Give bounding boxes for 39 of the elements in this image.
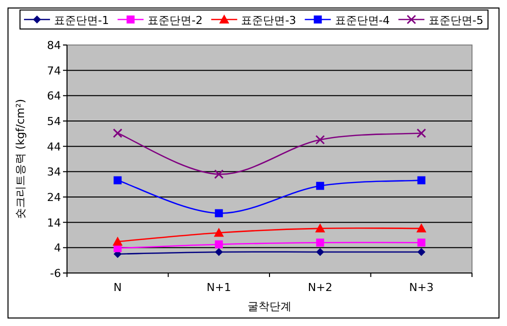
y-tick-label: 14 [47, 216, 61, 230]
legend-label: 표준단면-1 [54, 14, 109, 27]
point [315, 223, 326, 232]
point [112, 128, 122, 138]
point [316, 182, 324, 190]
point [316, 248, 324, 256]
y-tick-label: 54 [47, 115, 61, 128]
y-tick-label: 74 [47, 64, 61, 78]
point [214, 228, 224, 237]
point [315, 134, 325, 144]
y-tick-label: -6 [50, 267, 61, 280]
y-axis-title: 숏크리트응력 (kgf/cm²) [14, 98, 27, 220]
point [417, 176, 426, 184]
point [214, 248, 223, 256]
point [417, 248, 426, 256]
y-tick-label: 64 [47, 90, 61, 103]
x-axis-title: 굴착단계 [248, 300, 292, 313]
legend-label: 표준단면-4 [334, 14, 390, 27]
point [416, 223, 426, 232]
point [316, 238, 324, 247]
x-tick-label: N+3 [409, 281, 434, 294]
x-tick-label: N+1 [206, 281, 232, 294]
point [417, 238, 426, 247]
legend-label: 표준단면-3 [241, 14, 296, 27]
x-tick-label: N [114, 281, 122, 294]
point [214, 209, 223, 218]
y-tick-label: 84 [47, 39, 61, 52]
point [214, 240, 223, 248]
y-tick-label: 34 [47, 166, 61, 179]
y-tick-label: 24 [47, 191, 61, 204]
y-tick-label: 4 [54, 242, 61, 255]
point [114, 176, 122, 184]
point [112, 236, 123, 246]
point [416, 128, 426, 138]
legend-label: 표준단면-5 [428, 14, 484, 27]
x-tick-label: N+2 [308, 281, 332, 294]
y-tick-label: 44 [47, 140, 61, 154]
point [214, 169, 224, 179]
legend-label: 표준단면-2 [148, 14, 203, 27]
